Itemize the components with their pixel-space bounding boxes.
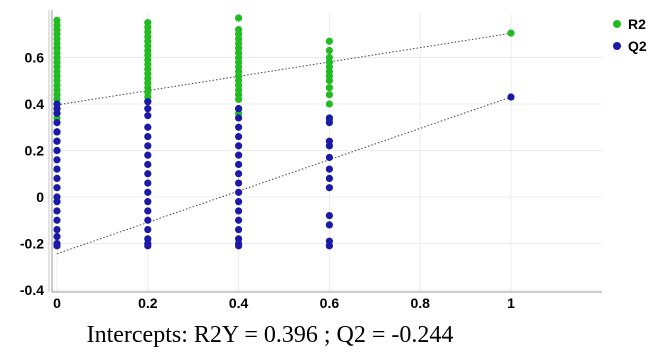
q2-point [144, 160, 152, 169]
q2-point [235, 160, 243, 169]
q2-point [235, 216, 243, 224]
q2-point [325, 221, 333, 229]
r2-point [325, 46, 333, 55]
r2-point [235, 14, 243, 22]
r2-point [325, 37, 333, 45]
q2-point [144, 98, 152, 106]
q2-point [235, 198, 243, 206]
q2-point [144, 132, 152, 141]
q2-point [235, 225, 243, 234]
q2-point [235, 170, 243, 178]
q2-point [235, 105, 243, 113]
q2-point [53, 105, 61, 113]
q2-point [325, 165, 333, 173]
q2-point [144, 207, 152, 215]
q2-point [144, 242, 152, 250]
q2-point [144, 112, 152, 120]
x-tick-label: 0.6 [320, 295, 340, 311]
q2-point [144, 188, 152, 196]
q2-point [53, 146, 61, 155]
x-tick-label: 0.8 [410, 295, 430, 311]
q2-point [235, 179, 243, 187]
q2-point [144, 151, 152, 159]
intercepts-caption: Intercepts: R2Y = 0.396 ; Q2 = -0.244 [86, 322, 454, 348]
data-points [53, 14, 515, 250]
legend-marker-q2 [613, 42, 621, 50]
r2-point [507, 29, 515, 37]
legend-label-r2: R2 [628, 16, 646, 32]
q2-point [235, 151, 243, 159]
legend-label-q2: Q2 [628, 38, 647, 54]
q2-point [144, 170, 152, 178]
q2-point [235, 132, 243, 141]
q2-point [144, 225, 152, 234]
q2-point [325, 212, 333, 220]
axes [48, 10, 602, 293]
y-tick-label: -0.2 [20, 236, 44, 252]
q2-point [325, 142, 333, 150]
y-tick-label: 0.4 [25, 96, 45, 112]
regression-lines [56, 32, 512, 255]
q2-point [235, 123, 243, 131]
q2-point [325, 184, 333, 192]
q2-regression-line [56, 96, 512, 255]
q2-point [144, 142, 152, 150]
r2-point [325, 77, 333, 85]
y-tick-label: -0.4 [20, 282, 44, 298]
q2-point [325, 242, 333, 250]
x-tick-label: 0.2 [138, 295, 158, 311]
q2-point [53, 137, 61, 145]
x-tick-labels: 0 0.2 0.4 0.6 0.8 1 [53, 295, 515, 311]
q2-point [53, 207, 61, 215]
q2-point [144, 179, 152, 187]
x-tick-label: 0.4 [229, 295, 249, 311]
q2-point [325, 119, 333, 127]
q2-point [507, 93, 515, 101]
q2-point [53, 174, 61, 182]
q2-point [144, 123, 152, 131]
legend-marker-r2 [613, 20, 621, 28]
q2-point [144, 105, 152, 113]
q2-point [325, 174, 333, 182]
q2-point [53, 119, 61, 127]
q2-point [235, 142, 243, 150]
q2-point [144, 198, 152, 206]
q2-point [53, 225, 61, 234]
q2-point [53, 216, 61, 224]
y-tick-label: 0 [36, 189, 44, 205]
q2-point [235, 188, 243, 196]
r2-point [325, 84, 333, 92]
q2-point [235, 242, 243, 250]
q2-point [53, 184, 61, 192]
r2-point [325, 100, 333, 108]
r2-point [235, 95, 243, 103]
q2-point [53, 232, 61, 241]
r2-regression-line [56, 32, 512, 106]
q2-point [53, 165, 61, 173]
r2-point [325, 91, 333, 99]
x-tick-label: 1 [507, 295, 515, 311]
q2-point [53, 156, 61, 164]
y-tick-label: 0.2 [25, 143, 45, 159]
q2-point [53, 128, 61, 136]
q2-point [144, 216, 152, 224]
q2-point [235, 114, 243, 122]
y-tick-label: 0.6 [25, 50, 45, 66]
q2-point [53, 198, 61, 206]
q2-point [325, 153, 333, 162]
x-tick-label: 0 [53, 295, 61, 311]
y-tick-labels: -0.4 -0.2 0 0.2 0.4 0.6 [20, 50, 44, 299]
q2-point [53, 242, 61, 250]
q2-point [235, 207, 243, 215]
